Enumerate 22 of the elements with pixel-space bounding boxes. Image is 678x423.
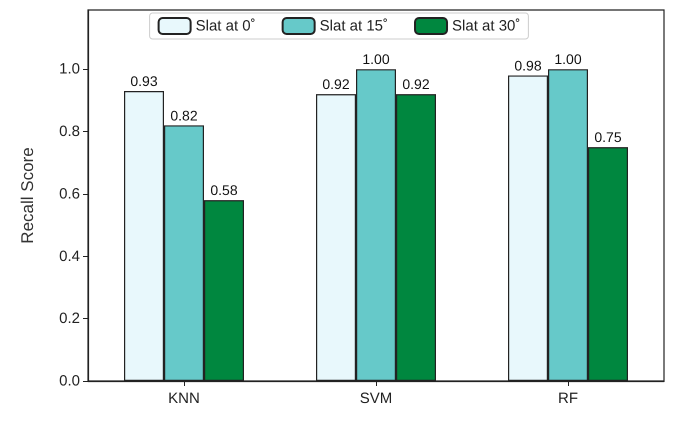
legend-label: Slat at 30˚: [452, 18, 520, 34]
y-tick-label: 0.6: [59, 185, 80, 202]
x-tick-label: KNN: [168, 390, 200, 407]
y-tick-label: 0.4: [59, 248, 80, 265]
data-label: 1.00: [362, 51, 390, 68]
x-tick-label: RF: [558, 390, 578, 407]
y-tick-label: 0.8: [59, 123, 80, 140]
legend-label: Slat at 0˚: [196, 18, 256, 34]
data-label: 0.82: [170, 107, 198, 124]
y-tick-label: 0.2: [59, 310, 80, 328]
y-tick-label: 0.0: [59, 372, 80, 390]
y-tick-label: 1.0: [59, 60, 80, 78]
data-label: 0.75: [594, 129, 622, 146]
legend-label: Slat at 15˚: [320, 18, 388, 34]
y-axis-title: Recall Score: [18, 147, 37, 244]
data-label: 0.93: [130, 73, 158, 90]
data-label: 0.58: [210, 182, 238, 198]
data-label: 1.00: [554, 51, 582, 68]
data-label: 0.98: [514, 57, 542, 74]
data-label: 0.92: [402, 76, 430, 92]
data-label: 0.92: [322, 76, 350, 92]
x-tick-label: SVM: [360, 390, 392, 407]
